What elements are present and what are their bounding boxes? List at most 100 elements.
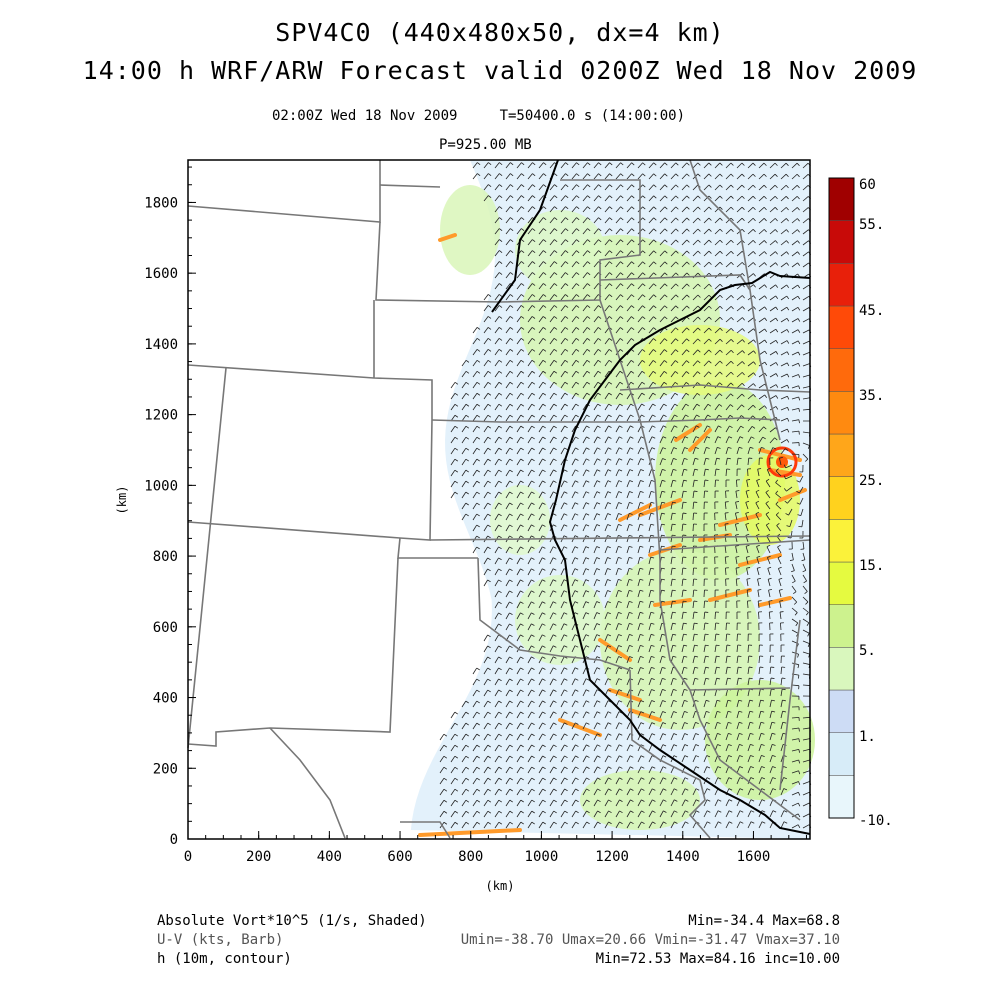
boundary-line (379, 184, 441, 188)
barb-flag (724, 523, 729, 525)
barb-flag (672, 578, 676, 581)
barb-flag (742, 317, 745, 321)
barb-flag (574, 546, 579, 549)
barb-flag (651, 458, 656, 461)
barb (648, 711, 653, 719)
barb-flag (576, 272, 580, 276)
barb (681, 689, 685, 697)
valid-time-line: 02:00Z Wed 18 Nov 2009 T=50400.0 s (14:0… (272, 108, 686, 124)
barb (791, 196, 798, 202)
barb (648, 184, 654, 191)
barb-flag (574, 491, 579, 494)
barb-flag (727, 457, 731, 460)
barb (571, 261, 577, 268)
barb (681, 382, 687, 389)
barb-flag (585, 634, 590, 637)
barb (758, 317, 765, 323)
barb (560, 162, 566, 169)
barb (703, 766, 708, 774)
colorbar-bin (828, 647, 855, 691)
barb (582, 678, 587, 686)
barb-flag (695, 755, 700, 758)
barb (582, 294, 588, 301)
barb (527, 821, 533, 829)
barb (648, 546, 652, 554)
barb-flag (609, 305, 613, 309)
barb-flag (607, 645, 612, 648)
barb-flag (498, 744, 502, 748)
barb-flag (554, 305, 558, 308)
barb (758, 744, 762, 752)
barb-flag (795, 622, 799, 627)
barb (604, 250, 610, 257)
barb (593, 623, 598, 631)
barb (538, 173, 544, 180)
barb-flag (552, 579, 557, 582)
barb-flag (498, 645, 502, 649)
barb-flag (674, 821, 678, 824)
barb-flag (542, 579, 546, 582)
barb (637, 327, 643, 334)
barb-flag (575, 788, 579, 792)
barb-flag (796, 173, 800, 178)
barb (703, 228, 710, 235)
barb-flag (618, 667, 623, 670)
barb-flag (757, 468, 762, 470)
barb-flag (684, 711, 688, 713)
barb-flag (498, 656, 502, 660)
barb-flag (684, 744, 689, 747)
barb (692, 469, 696, 477)
barb (714, 634, 717, 642)
barb (494, 667, 499, 675)
y-tick-label: 1400 (144, 337, 178, 353)
barb-flag (498, 799, 502, 803)
barb (461, 371, 467, 378)
barb (703, 645, 706, 653)
barb-flag (752, 217, 756, 222)
barb-flag (798, 374, 801, 378)
barb-flag (675, 206, 679, 210)
barb-flag (543, 228, 547, 232)
barb-flag (642, 272, 646, 276)
barb (604, 392, 610, 400)
barb (747, 600, 749, 609)
barb (637, 283, 643, 290)
barb (549, 821, 555, 829)
barb (745, 557, 749, 565)
barb-flag (608, 349, 613, 352)
barb-flag (607, 678, 612, 681)
barb (769, 251, 776, 257)
barb (571, 447, 576, 455)
barb-flag (696, 425, 700, 428)
barb (648, 382, 654, 389)
barb-flag (454, 425, 459, 429)
barb (505, 656, 510, 664)
barb-flag (790, 570, 795, 573)
barb-flag (553, 316, 558, 319)
barb (692, 206, 699, 213)
barb (692, 755, 697, 763)
barb-flag (564, 722, 568, 725)
barb (769, 810, 774, 818)
barb (461, 393, 467, 400)
barb-flag (465, 810, 470, 814)
barb-flag (476, 821, 481, 825)
barb-flag (741, 195, 745, 199)
plot-title: SPV4C0 (440x480x50, dx=4 km) (275, 18, 725, 47)
barb (615, 656, 619, 664)
barb-flag (596, 711, 601, 714)
barb-flag (719, 173, 723, 177)
barb (505, 261, 511, 268)
shade-patch (580, 770, 700, 830)
barb (626, 744, 631, 752)
barb-flag (785, 207, 789, 211)
barb-flag (587, 228, 591, 232)
barb-flag (607, 513, 612, 516)
barb (681, 393, 687, 400)
barb (615, 810, 620, 818)
barb (571, 590, 576, 598)
barb-flag (465, 392, 470, 396)
barb (756, 557, 760, 565)
barb (472, 458, 478, 466)
